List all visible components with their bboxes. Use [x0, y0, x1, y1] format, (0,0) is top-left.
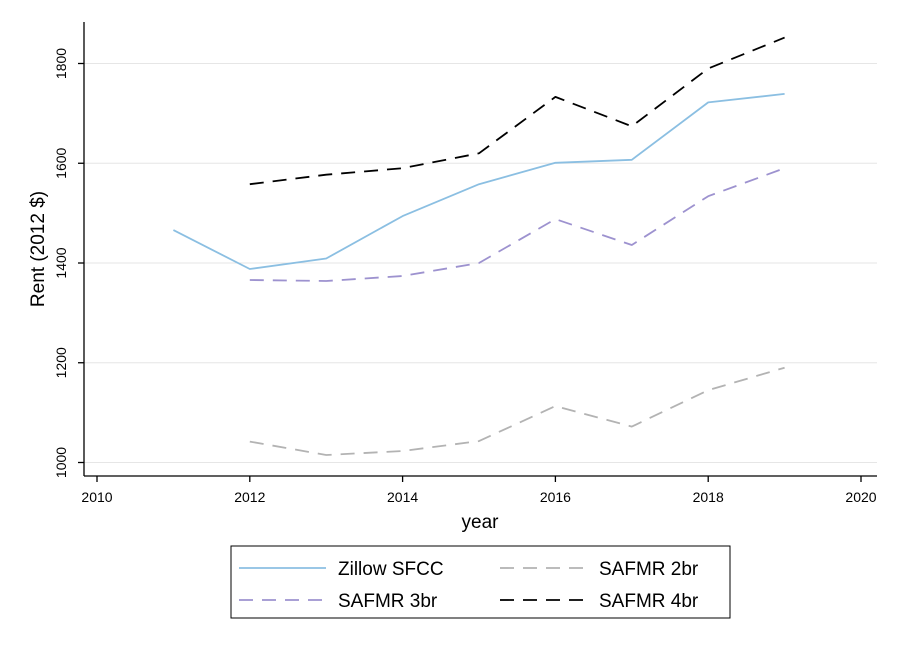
x-tick-label: 2014: [387, 489, 418, 505]
legend-box: [230, 545, 731, 619]
series-line-safmr-3br: [249, 167, 785, 282]
x-tick-label: 2020: [845, 489, 876, 505]
y-tick-label: 1000: [53, 447, 69, 478]
legend-label-zillow-sfcc: Zillow SFCC: [338, 559, 444, 580]
x-axis-title: year: [462, 512, 500, 533]
series-line-safmr-4br: [249, 36, 785, 186]
legend-label-safmr-2br: SAFMR 2br: [599, 559, 699, 580]
series-line-safmr-2br: [249, 366, 785, 456]
legend-label-safmr-3br: SAFMR 3br: [338, 591, 438, 612]
legend-label-safmr-4br: SAFMR 4br: [599, 591, 699, 612]
y-tick-label: 1400: [53, 247, 69, 278]
y-axis-title: Rent (2012 $): [28, 191, 49, 307]
series-lines: [172, 36, 785, 456]
y-tick-label: 1600: [53, 147, 69, 178]
y-tick-label: 1800: [53, 48, 69, 79]
legend: Zillow SFCC SAFMR 2br SAFMR 3br SAFMR 4br: [230, 545, 731, 619]
x-tick-label: 2018: [693, 489, 724, 505]
y-axis-ticks: 1000 1200 1400 1600 1800: [53, 48, 84, 478]
x-axis-ticks: 2010 2012 2014 2016 2018 2020: [81, 476, 877, 505]
x-tick-label: 2012: [234, 489, 265, 505]
y-tick-label: 1200: [53, 347, 69, 378]
series-line-zillow-sfcc: [172, 93, 785, 270]
x-tick-label: 2010: [81, 489, 112, 505]
x-tick-label: 2016: [540, 489, 571, 505]
